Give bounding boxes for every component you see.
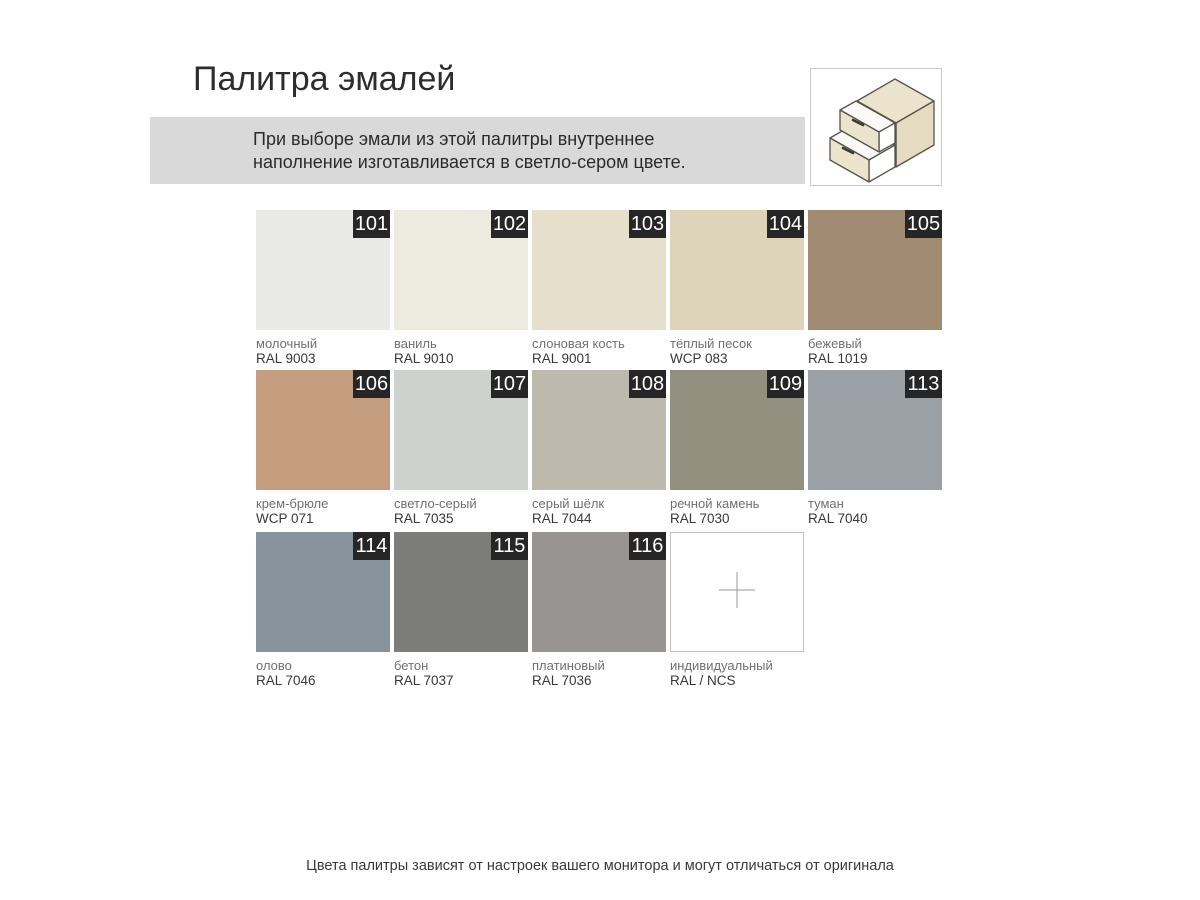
- swatch-number-badge: 108: [629, 370, 666, 398]
- swatch-row-3: 114 олово RAL 7046 115 бетон RAL 7037 11…: [256, 532, 804, 689]
- swatch-tile-101: 101 молочный RAL 9003: [256, 210, 390, 367]
- info-banner-line1: При выборе эмали из этой палитры внутрен…: [253, 129, 655, 149]
- cabinet-illustration-box: [810, 68, 942, 186]
- swatch-number-badge: 115: [491, 532, 528, 560]
- color-chip-116[interactable]: 116: [532, 532, 666, 652]
- swatch-tile-109: 109 речной камень RAL 7030: [670, 370, 804, 527]
- swatch-row-2: 106 крем-брюле WCP 071 107 светло-серый …: [256, 370, 942, 527]
- swatch-number-badge: 101: [353, 210, 390, 238]
- swatch-name: светло-серый: [394, 496, 477, 511]
- swatch-number-badge: 103: [629, 210, 666, 238]
- swatch-number-badge: 104: [767, 210, 804, 238]
- color-chip-108[interactable]: 108: [532, 370, 666, 490]
- swatch-name: молочный: [256, 336, 318, 351]
- swatch-tile-114: 114 олово RAL 7046: [256, 532, 390, 689]
- two-drawer-cabinet-icon: [811, 69, 941, 185]
- color-chip-101[interactable]: 101: [256, 210, 390, 330]
- swatch-code: RAL 7036: [532, 673, 592, 688]
- swatch-number-badge: 107: [491, 370, 528, 398]
- swatch-code: RAL 7035: [394, 511, 454, 526]
- swatch-name: индивидуальный: [670, 658, 773, 673]
- swatch-number-badge: 102: [491, 210, 528, 238]
- swatch-code: RAL 9003: [256, 351, 316, 366]
- color-chip-106[interactable]: 106: [256, 370, 390, 490]
- color-chip-115[interactable]: 115: [394, 532, 528, 652]
- swatch-name: серый шёлк: [532, 496, 605, 511]
- swatch-name: слоновая кость: [532, 336, 625, 351]
- swatch-number-badge: 109: [767, 370, 804, 398]
- plus-icon: [717, 570, 757, 615]
- swatch-name: тёплый песок: [670, 336, 752, 351]
- swatch-name: бежевый: [808, 336, 862, 351]
- swatch-code: RAL 7044: [532, 511, 592, 526]
- page-title: Палитра эмалей: [193, 59, 456, 98]
- info-banner-text: При выборе эмали из этой палитры внутрен…: [253, 128, 686, 174]
- swatch-tile-104: 104 тёплый песок WCP 083: [670, 210, 804, 367]
- swatch-name: речной камень: [670, 496, 760, 511]
- swatch-code: RAL 7040: [808, 511, 868, 526]
- swatch-code: RAL / NCS: [670, 673, 736, 688]
- swatch-number-badge: 116: [629, 532, 666, 560]
- swatch-tile-102: 102 ваниль RAL 9010: [394, 210, 528, 367]
- info-banner: При выборе эмали из этой палитры внутрен…: [150, 117, 805, 184]
- info-banner-line2: наполнение изготавливается в светло-серо…: [253, 152, 686, 172]
- color-chip-113[interactable]: 113: [808, 370, 942, 490]
- swatch-tile-107: 107 светло-серый RAL 7035: [394, 370, 528, 527]
- disclaimer-text: Цвета палитры зависят от настроек вашего…: [306, 858, 894, 874]
- swatch-code: RAL 1019: [808, 351, 868, 366]
- swatch-tile-116: 116 платиновый RAL 7036: [532, 532, 666, 689]
- swatch-code: WCP 071: [256, 511, 314, 526]
- swatch-number-badge: 113: [905, 370, 942, 398]
- color-chip-107[interactable]: 107: [394, 370, 528, 490]
- swatch-code: RAL 9001: [532, 351, 592, 366]
- color-chip-103[interactable]: 103: [532, 210, 666, 330]
- swatch-code: RAL 7030: [670, 511, 730, 526]
- color-chip-105[interactable]: 105: [808, 210, 942, 330]
- color-chip-114[interactable]: 114: [256, 532, 390, 652]
- color-chip-102[interactable]: 102: [394, 210, 528, 330]
- swatch-number-badge: 106: [353, 370, 390, 398]
- swatch-name: ваниль: [394, 336, 437, 351]
- swatch-tile-115: 115 бетон RAL 7037: [394, 532, 528, 689]
- swatch-number-badge: 105: [905, 210, 942, 238]
- swatch-code: WCP 083: [670, 351, 728, 366]
- swatch-tile-113: 113 туман RAL 7040: [808, 370, 942, 527]
- color-chip-104[interactable]: 104: [670, 210, 804, 330]
- color-chip-109[interactable]: 109: [670, 370, 804, 490]
- swatch-tile-custom: индивидуальный RAL / NCS: [670, 532, 804, 689]
- swatch-name: олово: [256, 658, 292, 673]
- swatch-tile-105: 105 бежевый RAL 1019: [808, 210, 942, 367]
- swatch-row-1: 101 молочный RAL 9003 102 ваниль RAL 901…: [256, 210, 942, 367]
- swatch-code: RAL 9010: [394, 351, 454, 366]
- custom-color-chip[interactable]: [670, 532, 804, 652]
- swatch-code: RAL 7046: [256, 673, 316, 688]
- swatch-code: RAL 7037: [394, 673, 454, 688]
- swatch-tile-108: 108 серый шёлк RAL 7044: [532, 370, 666, 527]
- swatch-name: платиновый: [532, 658, 605, 673]
- swatch-number-badge: 114: [353, 532, 390, 560]
- swatch-name: бетон: [394, 658, 429, 673]
- swatch-tile-106: 106 крем-брюле WCP 071: [256, 370, 390, 527]
- swatch-tile-103: 103 слоновая кость RAL 9001: [532, 210, 666, 367]
- swatch-name: крем-брюле: [256, 496, 329, 511]
- swatch-name: туман: [808, 496, 844, 511]
